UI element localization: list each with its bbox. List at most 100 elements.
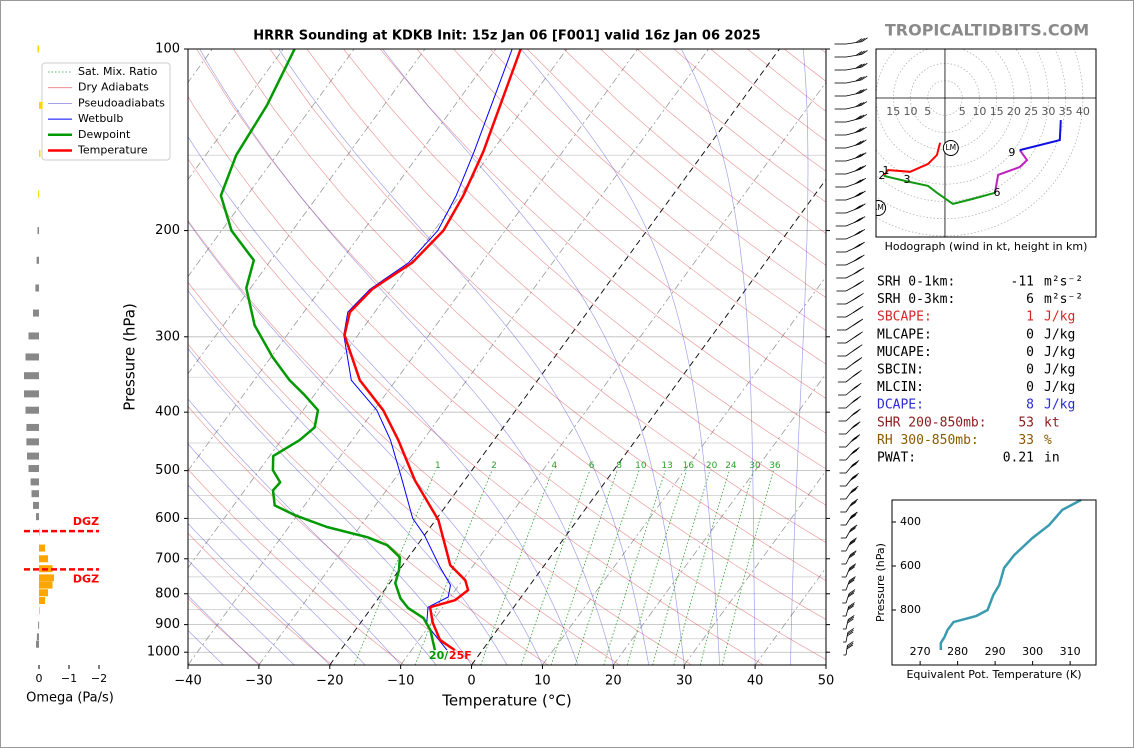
index-unit: m²s⁻² [1044, 292, 1083, 307]
legend: Sat. Mix. Ratio Dry Adiabats Pseudoadiabat… [41, 62, 171, 161]
wind-barb-flag [848, 553, 855, 559]
pseudoadiabat [188, 559, 295, 665]
storm-motion-marker [942, 140, 959, 157]
wind-barb-flag [848, 565, 856, 570]
ring-label: 25 [1024, 105, 1038, 118]
x-tick-label: 10 [534, 674, 551, 689]
mixing-ratio-line [673, 470, 730, 665]
pseudoadiabat [188, 443, 401, 665]
mixing-ratio-line [480, 470, 553, 665]
wind-barb-flag [852, 308, 860, 313]
wind-barb-flag [851, 461, 859, 467]
wind-barb-flag [847, 618, 854, 624]
y-tick-label: 500 [155, 463, 180, 478]
pseudoadiabat [188, 484, 366, 665]
wind-barb-flag [850, 524, 858, 530]
wind-barb-flag [861, 50, 868, 55]
dry-adiabat [233, 49, 826, 582]
index-value: 33 [1018, 433, 1034, 448]
index-unit: J/kg [1044, 310, 1075, 325]
omega-bar [33, 309, 39, 317]
mixing-ratio-label: 10 [635, 461, 647, 471]
mixing-ratio-line [626, 470, 687, 665]
index-label: DCAPE: [877, 398, 924, 413]
omega-bar [39, 597, 45, 605]
wind-barb-flag [848, 577, 856, 583]
x-tick-label: 270 [910, 645, 931, 658]
wind-barb-flag [848, 602, 855, 607]
wind-barb-flag [853, 421, 861, 427]
wind-barb-flag [856, 230, 863, 235]
wind-barb-flag [852, 321, 860, 326]
wind-barb-flag [855, 76, 862, 82]
dry-adiabat [306, 49, 826, 506]
isotherm [542, 275, 826, 665]
index-label: MLCIN: [877, 380, 924, 395]
wind-barb-flag [853, 243, 861, 249]
mixing-ratio-line [550, 470, 618, 665]
wind-barb-flag [858, 89, 865, 94]
wind-barb-flag [859, 165, 867, 170]
wind-barb-flag [847, 629, 854, 635]
y-axis-label: Pressure (hPa) [121, 303, 139, 411]
wind-barb-flag [849, 489, 857, 494]
mixing-ratio-label: 6 [589, 461, 595, 471]
wind-barb-flag [853, 269, 860, 275]
hodograph-caption: Hodograph (wind in kt, height in km) [885, 240, 1088, 253]
y-tick-label: 400 [900, 515, 921, 528]
y-tick-label: 800 [900, 603, 921, 616]
omega-bar [39, 528, 40, 536]
wind-barb-flag [858, 101, 865, 107]
mixing-ratio-label: 16 [683, 461, 695, 471]
wind-barb-flag [851, 372, 859, 378]
wind-barb-flag [860, 126, 867, 132]
wind-barb-flag [848, 540, 856, 546]
wind-barb-flag [854, 192, 861, 198]
wind-barb-flag [851, 448, 859, 454]
omega-bar [26, 438, 39, 446]
wind-barb-flag [850, 450, 858, 455]
mixing-ratio-label: 2 [491, 461, 497, 471]
y-tick-label: 400 [155, 405, 180, 420]
mixing-ratio-label: 20 [706, 461, 718, 471]
wind-barb-flag [851, 474, 858, 480]
pseudoadiabat [188, 348, 472, 665]
wind-barb-flag [847, 628, 855, 633]
wind-barb-flag [854, 205, 861, 210]
wind-barb-flag [857, 127, 865, 133]
index-value: 53 [1018, 415, 1034, 430]
wind-barb-flag [850, 550, 857, 556]
omega-bar [37, 227, 39, 235]
isotherm [188, 49, 355, 278]
dry-adiabat [188, 532, 333, 665]
wind-barb-flag [850, 476, 857, 481]
index-label: SBCIN: [877, 363, 924, 378]
mixing-ratio-label: 13 [661, 461, 672, 471]
pseudoadiabat [188, 595, 260, 665]
wind-barb-flag [851, 411, 858, 417]
index-value: 6 [1026, 292, 1034, 307]
x-tick-label: 300 [1022, 645, 1043, 658]
wind-barb-flag [853, 434, 861, 439]
height-label: 2 [878, 169, 885, 182]
height-label: 9 [1008, 146, 1015, 159]
index-label: MLCAPE: [877, 327, 932, 342]
mixing-ratio-line [721, 470, 774, 665]
y-axis-label: Pressure (hPa) [874, 543, 887, 622]
omega-bar [39, 544, 45, 552]
y-tick-label: 1000 [147, 645, 180, 660]
mixing-ratio-label: 8 [616, 461, 622, 471]
wind-barb-flag [847, 641, 854, 646]
x-tick-label: 50 [818, 674, 835, 689]
wind-barb-flag [849, 514, 856, 520]
wind-barb-flag [849, 576, 856, 581]
omega-bar [39, 149, 41, 157]
wind-barb-flag [855, 115, 862, 120]
dry-adiabat [188, 405, 477, 665]
legend-label: Temperature [77, 144, 148, 157]
dry-adiabat [188, 343, 549, 665]
wind-barb-flag [847, 605, 854, 611]
plot-frame [187, 48, 827, 666]
